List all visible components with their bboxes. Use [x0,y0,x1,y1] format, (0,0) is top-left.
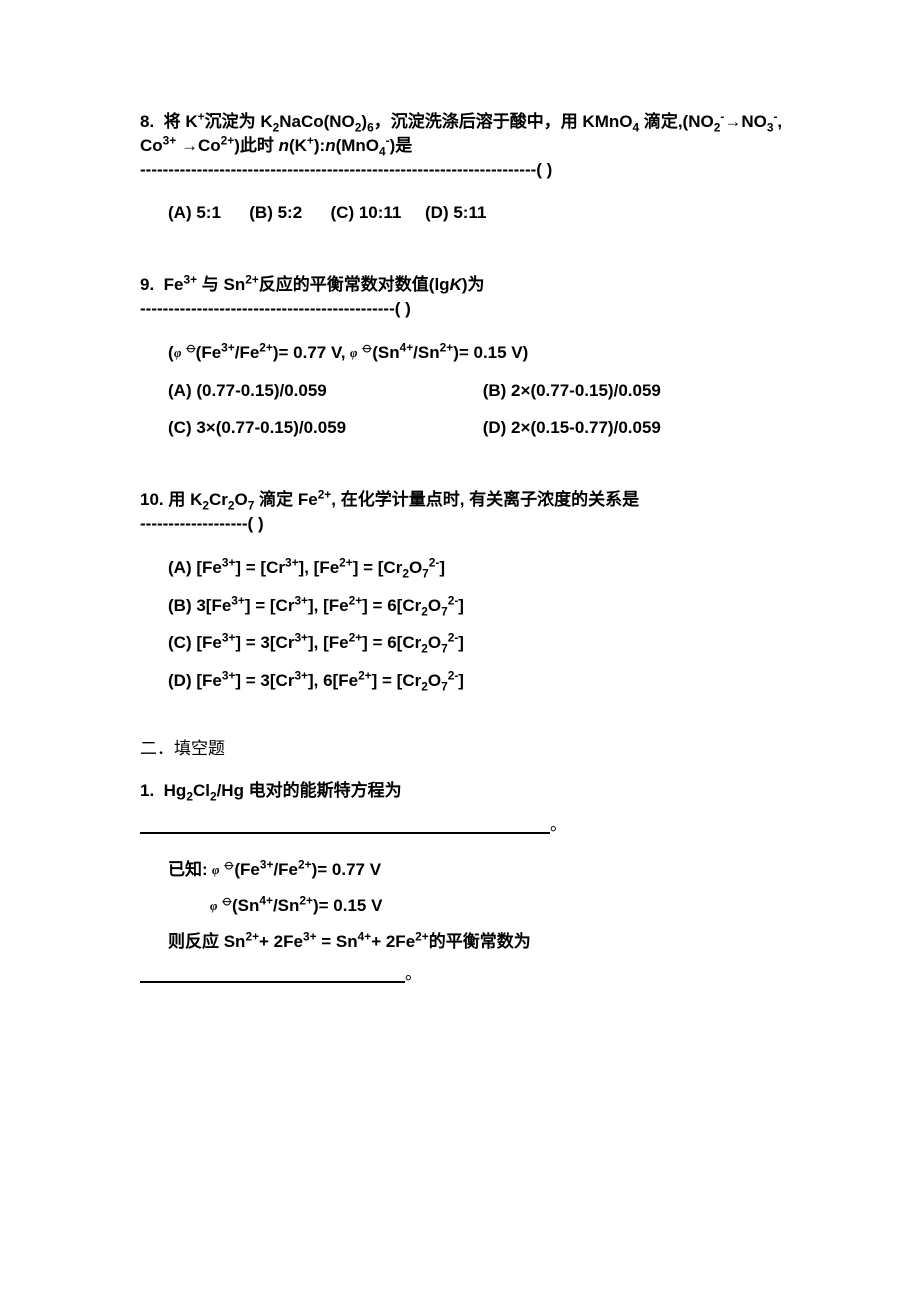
q9-stem: 9. Fe3+ 与 Sn2+反应的平衡常数对数值(lgK)为 [140,273,785,297]
q10-dashes: -------------------( ) [140,512,785,536]
f1-blank1 [140,832,550,834]
phi-std-icon [174,344,196,360]
section2-header: 二．填空题 [140,737,785,761]
q8-optB: (B) 5:2 [249,203,302,222]
q10-optC: (C) [Fe3+] = 3[Cr3+], [Fe2+] = 6[Cr2O72-… [168,631,785,655]
q9-optB: (B) 2×(0.77-0.15)/0.059 [483,381,661,400]
page-content: 8. 将 K+沉淀为 K2NaCo(NO2)6，沉淀洗涤后溶于酸中，用 KMnO… [0,0,920,1046]
q9-number: 9. [140,275,154,294]
q9-row2: (C) 3×(0.77-0.15)/0.059 (D) 2×(0.15-0.77… [168,416,785,440]
f1-number: 1. [140,781,154,800]
f1-blank2-row: 。 [140,962,785,986]
f1-stem: 1. Hg2Cl2/Hg 电对的能斯特方程为 [140,779,785,803]
q8-optD: (D) 5:11 [425,203,486,222]
q9-optA: (A) (0.77-0.15)/0.059 [168,379,478,403]
f1-blank1-row: 。 [140,813,785,837]
q9-row1: (A) (0.77-0.15)/0.059 (B) 2×(0.77-0.15)/… [168,379,785,403]
f1-given-sn: (Sn4+/Sn2+)= 0.15 V [210,894,785,918]
q8-stem: 8. 将 K+沉淀为 K2NaCo(NO2)6，沉淀洗涤后溶于酸中，用 KMnO… [140,110,785,158]
q8-options: (A) 5:1 (B) 5:2 (C) 10:11 (D) 5:11 [168,201,785,225]
phi-std-icon [210,897,232,913]
q10-optA: (A) [Fe3+] = [Cr3+], [Fe2+] = [Cr2O72-] [168,556,785,580]
f1-given-fe: 已知: (Fe3+/Fe2+)= 0.77 V [168,858,785,882]
q9-optC: (C) 3×(0.77-0.15)/0.059 [168,416,478,440]
f1-blank2 [140,981,405,983]
q10-optB: (B) 3[Fe3+] = [Cr3+], [Fe2+] = 6[Cr2O72-… [168,594,785,618]
q9-given: ((Fe3+/Fe2+)= 0.77 V, (Sn4+/Sn2+)= 0.15 … [168,341,785,365]
q8-optC: (C) 10:11 [331,203,402,222]
q9-optD: (D) 2×(0.15-0.77)/0.059 [483,418,661,437]
q10-optD: (D) [Fe3+] = 3[Cr3+], 6[Fe2+] = [Cr2O72-… [168,669,785,693]
q10-number: 10. [140,490,164,509]
q8-optA: (A) 5:1 [168,203,221,222]
phi-std-icon [350,344,372,360]
q8-number: 8. [140,112,154,131]
q8-dashes: ----------------------------------------… [140,158,785,182]
q9-dashes: ----------------------------------------… [140,297,785,321]
phi-std-icon [212,861,234,877]
f1-reaction: 则反应 Sn2++ 2Fe3+ = Sn4++ 2Fe2+的平衡常数为 [168,930,785,954]
q10-stem: 10. 用 K2Cr2O7 滴定 Fe2+, 在化学计量点时, 有关离子浓度的关… [140,488,785,512]
